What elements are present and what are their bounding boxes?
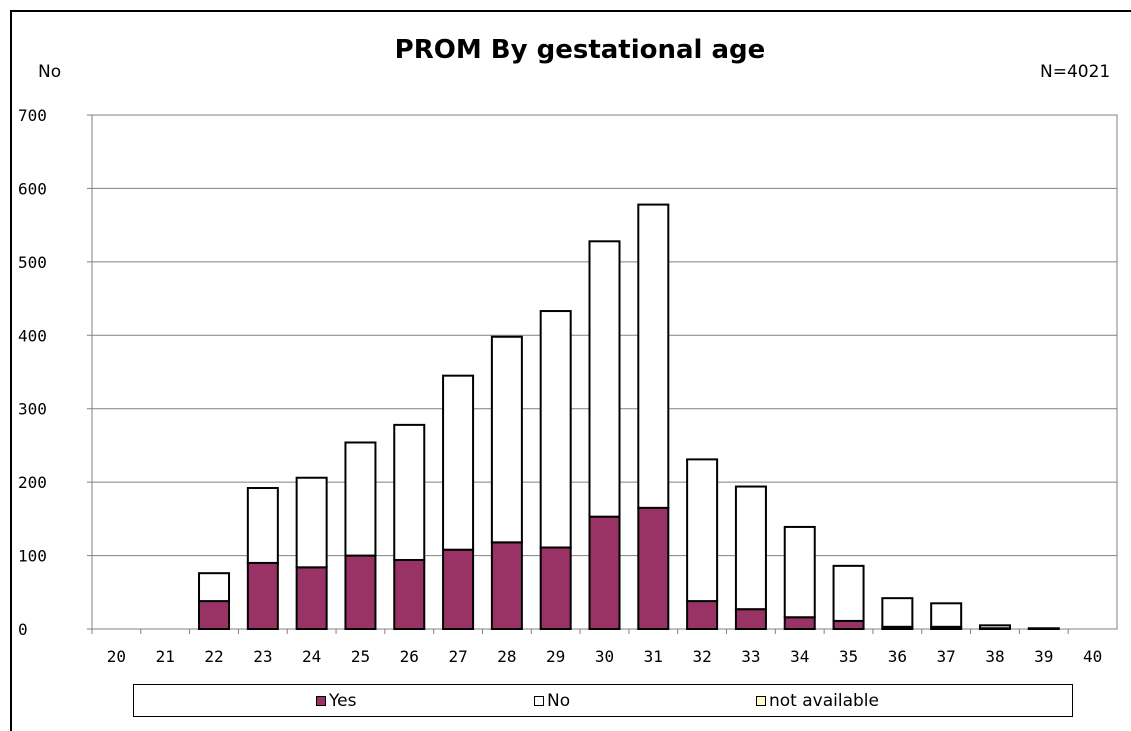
y-tick-label: 700 (18, 106, 47, 125)
bar-no-35 (832, 564, 865, 622)
x-tick-label: 24 (302, 647, 321, 666)
bar-yes-28 (490, 541, 523, 631)
legend-label-yes: Yes (329, 691, 357, 711)
bar-no-38 (978, 624, 1011, 630)
x-tick-label: 35 (839, 647, 858, 666)
bar-yes-27 (442, 548, 475, 630)
bar-no-31 (637, 203, 670, 509)
bar-no-25 (344, 441, 377, 557)
x-tick-label: 31 (644, 647, 663, 666)
chart-frame (10, 10, 1131, 731)
bar-no-29 (539, 310, 572, 549)
bar-yes-32 (686, 600, 719, 631)
x-tick-label: 25 (351, 647, 370, 666)
legend-swatch-not-available (756, 696, 766, 706)
x-tick-label: 30 (595, 647, 614, 666)
x-tick-label: 20 (107, 647, 126, 666)
legend-label-no: No (547, 691, 571, 711)
x-tick-label: 23 (253, 647, 272, 666)
bar-no-24 (295, 476, 328, 569)
bar-no-32 (686, 458, 719, 603)
x-tick-label: 39 (1034, 647, 1053, 666)
bar-no-22 (198, 572, 231, 603)
x-tick-label: 22 (204, 647, 223, 666)
bar-yes-30 (588, 515, 621, 631)
legend-swatch-no (534, 696, 544, 706)
x-tick-label: 29 (546, 647, 565, 666)
bar-yes-29 (539, 546, 572, 630)
bar-yes-24 (295, 566, 328, 631)
x-tick-label: 37 (937, 647, 956, 666)
x-tick-label: 38 (985, 647, 1004, 666)
bar-no-34 (783, 525, 816, 619)
bar-yes-26 (393, 558, 426, 631)
x-tick-label: 40 (1083, 647, 1102, 666)
x-tick-label: 28 (497, 647, 516, 666)
x-tick-label: 21 (156, 647, 175, 666)
bar-no-28 (490, 335, 523, 544)
bar-yes-22 (198, 600, 231, 631)
bar-no-23 (246, 487, 279, 564)
bar-yes-31 (637, 506, 670, 631)
bar-no-37 (930, 602, 963, 628)
x-tick-label: 32 (692, 647, 711, 666)
x-tick-label: 27 (448, 647, 467, 666)
y-tick-label: 200 (18, 473, 47, 492)
chart-title: PROM By gestational age (394, 35, 766, 65)
x-tick-label: 36 (888, 647, 907, 666)
y-tick-label: 600 (18, 179, 47, 198)
y-axis-label: No (38, 62, 62, 82)
legend-item-not-available: not available (756, 691, 879, 711)
bar-no-33 (734, 485, 767, 611)
bar-yes-23 (246, 561, 279, 631)
legend-item-no: No (534, 691, 570, 711)
sample-size-annotation: N=4021 (1040, 62, 1111, 82)
bar-no-30 (588, 240, 621, 518)
bar-yes-35 (832, 619, 865, 630)
x-tick-label: 34 (790, 647, 809, 666)
y-tick-label: 100 (18, 547, 47, 566)
legend-swatch-yes (316, 696, 326, 706)
bar-yes-34 (783, 616, 816, 630)
legend-label-not-available: not available (769, 691, 879, 711)
chart-legend: Yes No not available (133, 684, 1073, 717)
bar-no-26 (393, 423, 426, 561)
legend-item-yes: Yes (316, 691, 356, 711)
bar-no-39 (1027, 627, 1060, 630)
bar-yes-25 (344, 554, 377, 630)
y-tick-label: 300 (18, 400, 47, 419)
y-tick-label: 0 (18, 620, 28, 639)
y-tick-label: 400 (18, 326, 47, 345)
y-tick-label: 500 (18, 253, 47, 272)
x-tick-label: 26 (400, 647, 419, 666)
bar-yes-33 (734, 608, 767, 630)
bar-no-27 (442, 374, 475, 551)
bar-no-36 (881, 597, 914, 628)
x-tick-label: 33 (741, 647, 760, 666)
